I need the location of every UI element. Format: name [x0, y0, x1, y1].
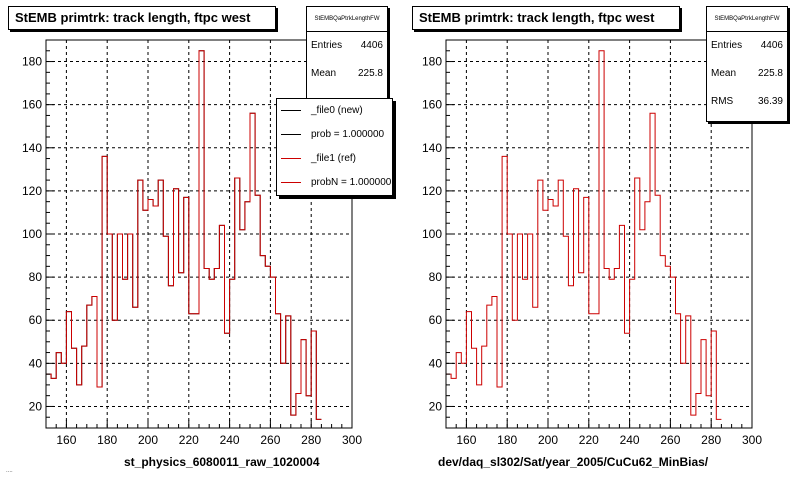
y-tick-label: 120: [422, 184, 442, 198]
x-tick-label: 160: [456, 433, 476, 447]
y-tick-label: 180: [22, 55, 42, 69]
y-tick-label: 100: [22, 227, 42, 241]
x-tick-label: 300: [742, 433, 762, 447]
right-histogram: 160 180 200 220 240 260 280 300 20 40 60 80 100 120 14…: [422, 39, 762, 447]
stats-rms-row: RMS 36.39: [707, 88, 787, 116]
y-tick-label: 120: [22, 184, 42, 198]
y-tick-label: 40: [29, 356, 43, 370]
x-tick-label: 280: [701, 433, 721, 447]
rms-label: RMS: [711, 96, 734, 107]
y-tick-label: 160: [422, 98, 442, 112]
x-tick-label: 240: [220, 433, 240, 447]
y-tick-label: 160: [22, 98, 42, 112]
entries-value: 4406: [360, 40, 383, 51]
chart-title: StEMB primtrk: track length, ftpc west: [412, 6, 680, 30]
x-tick-label: 200: [138, 433, 158, 447]
rms-value: 36.39: [757, 96, 783, 107]
mean-label: Mean: [311, 68, 337, 79]
legend-swatch-red: [281, 182, 301, 183]
legend-label: probN = 1.000000: [311, 177, 392, 188]
y-tick-label: 60: [429, 313, 443, 327]
legend-swatch-black: [281, 110, 301, 111]
y-tick-label: 20: [429, 399, 443, 413]
left-pad: 160 180 200 220 240 260 280 300 20 40 60 80 100 120 14…: [8, 6, 393, 469]
histogram-series-1: [46, 50, 322, 420]
y-tick-label: 80: [29, 270, 43, 284]
mean-value: 225.8: [357, 68, 383, 79]
y-tick-label: 40: [429, 356, 443, 370]
y-tick-label: 80: [429, 270, 443, 284]
x-tick-label: 260: [260, 433, 280, 447]
entries-value: 4406: [760, 40, 783, 51]
legend-label: _file1 (ref): [311, 153, 357, 164]
y-tick-label: 140: [22, 141, 42, 155]
stats-box: StEMBQaPtrkLengthFW Entries 4406 Mean 22…: [706, 6, 788, 122]
legend-swatch-black: [281, 134, 301, 135]
x-tick-label: 180: [97, 433, 117, 447]
x-axis-caption: st_physics_6080011_raw_1020004: [124, 455, 320, 469]
legend-entry-file0: _file0 (new): [277, 99, 392, 123]
legend-entry-file1: _file1 (ref): [277, 147, 392, 171]
stats-name: StEMBQaPtrkLengthFW: [707, 7, 787, 32]
x-tick-label: 220: [579, 433, 599, 447]
x-tick-label: 180: [497, 433, 517, 447]
x-axis-caption: dev/daq_sl302/Sat/year_2005/CuCu62_MinBi…: [438, 455, 709, 469]
stats-name: StEMBQaPtrkLengthFW: [307, 7, 387, 32]
chart-title: StEMB primtrk: track length, ftpc west: [8, 6, 276, 30]
mean-value: 225.8: [757, 68, 783, 79]
x-tick-label: 300: [342, 433, 362, 447]
legend-label: prob = 1.000000: [311, 129, 385, 140]
y-tick-label: 20: [29, 399, 43, 413]
x-tick-label: 240: [620, 433, 640, 447]
x-tick-label: 260: [660, 433, 680, 447]
stats-entries-row: Entries 4406: [307, 32, 387, 60]
entries-label: Entries: [711, 40, 743, 51]
x-tick-label: 160: [56, 433, 76, 447]
legend-label: _file0 (new): [311, 105, 363, 116]
x-tick-label: 280: [301, 433, 321, 447]
y-tick-label: 180: [422, 55, 442, 69]
legend-entry-probn: probN = 1.000000: [277, 171, 392, 195]
stats-mean-row: Mean 225.8: [307, 60, 387, 88]
stats-mean-row: Mean 225.8: [707, 60, 787, 88]
footer-note: ....: [6, 468, 13, 474]
stats-entries-row: Entries 4406: [707, 32, 787, 60]
right-pad: 160 180 200 220 240 260 280 300 20 40 60 80 100 120 14…: [400, 0, 800, 480]
entries-label: Entries: [311, 40, 343, 51]
x-tick-label: 220: [179, 433, 199, 447]
y-tick-label: 60: [29, 313, 43, 327]
y-tick-label: 100: [422, 227, 442, 241]
legend: _file0 (new) prob = 1.000000 _file1 (ref…: [276, 98, 393, 196]
legend-swatch-red: [281, 158, 301, 159]
y-tick-label: 140: [422, 141, 442, 155]
mean-label: Mean: [711, 68, 737, 79]
x-tick-label: 200: [538, 433, 558, 447]
histogram-series-0: [446, 50, 722, 420]
legend-entry-prob: prob = 1.000000: [277, 123, 392, 147]
